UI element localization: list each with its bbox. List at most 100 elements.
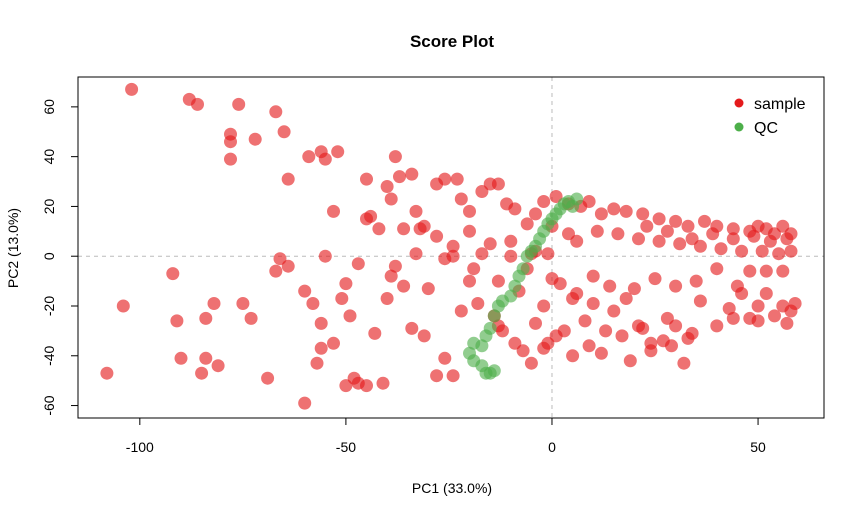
point-sample-101 [397,279,411,293]
point-sample-198 [660,224,674,238]
point-sample-83 [269,264,283,278]
point-sample-170 [273,252,287,266]
point-sample-0 [125,82,139,96]
point-sample-85 [298,284,312,298]
x-tick-label: 50 [750,439,766,455]
point-sample-166 [467,262,481,276]
point-sample-177 [504,249,518,263]
y-axis-label: PC2 (13.0%) [5,208,21,288]
point-sample-29 [454,192,468,206]
point-sample-127 [693,294,707,308]
point-sample-152 [594,346,608,360]
point-sample-98 [368,326,382,340]
y-tick-label: -40 [41,345,57,365]
point-sample-66 [413,222,427,236]
point-sample-148 [586,297,600,310]
point-sample-203 [566,349,580,363]
point-sample-19 [388,150,402,164]
point-sample-74 [174,351,188,365]
point-sample-71 [116,299,130,313]
point-sample-9 [277,125,291,139]
point-qc-13 [504,289,518,303]
series-qc [463,192,584,380]
point-sample-183 [611,227,625,241]
point-sample-104 [430,369,444,383]
point-sample-90 [327,336,340,350]
y-tick-label: 60 [41,99,57,115]
point-sample-176 [475,247,489,261]
y-tick-label: -20 [41,296,57,316]
point-sample-103 [421,282,435,296]
point-sample-208 [665,339,678,353]
point-sample-75 [199,351,213,365]
point-sample-81 [244,311,258,325]
point-qc-10 [487,309,501,323]
point-qc-5 [487,364,501,378]
point-sample-161 [351,376,365,390]
point-sample-36 [520,217,534,231]
point-sample-93 [343,309,357,323]
point-sample-138 [776,264,790,278]
point-sample-105 [438,351,452,365]
point-sample-20 [380,180,394,193]
point-sample-92 [339,277,353,291]
x-axis-label: PC1 (33.0%) [412,480,492,496]
point-sample-195 [726,232,740,246]
y-tick-label: 40 [41,149,57,165]
point-sample-13 [318,152,332,166]
point-sample-129 [722,302,736,315]
point-sample-145 [648,272,662,286]
chart-title: Score Plot [410,32,494,51]
point-sample-2 [191,97,204,111]
point-sample-193 [763,234,777,248]
point-sample-109 [471,297,485,310]
point-sample-91 [335,292,349,305]
point-sample-174 [409,247,423,261]
point-sample-171 [318,249,332,263]
point-sample-84 [281,259,295,273]
point-sample-45 [619,204,633,218]
point-sample-134 [768,309,781,323]
point-sample-38 [537,195,551,208]
point-sample-107 [454,304,468,318]
x-tick-label: -100 [126,439,154,455]
point-sample-76 [195,366,209,380]
point-sample-137 [788,297,802,310]
point-sample-50 [698,214,711,228]
point-sample-23 [405,167,419,181]
point-sample-194 [747,229,761,243]
point-sample-61 [483,237,497,251]
point-sample-156 [677,356,691,370]
point-sample-144 [669,279,683,293]
point-sample-188 [714,242,728,256]
point-sample-197 [685,232,699,246]
point-sample-46 [636,207,650,221]
legend-marker-sample [734,98,744,108]
point-sample-153 [615,329,629,343]
point-sample-106 [446,369,460,383]
point-sample-82 [261,371,275,385]
point-sample-192 [784,244,798,258]
point-sample-11 [302,150,316,164]
point-sample-146 [627,282,641,296]
legend-label-sample: sample [754,96,806,113]
point-sample-33 [491,177,505,191]
point-sample-121 [619,292,633,305]
point-sample-204 [582,339,596,353]
x-tick-label: -50 [336,439,356,455]
point-sample-6 [224,152,237,166]
point-sample-64 [430,229,444,243]
point-sample-160 [298,396,312,410]
y-axis: -60 -40 -20 0 20 40 60 [41,99,79,416]
point-sample-99 [380,292,394,305]
point-sample-48 [669,214,683,228]
point-sample-190 [755,244,769,258]
point-sample-62 [504,234,518,248]
point-sample-205 [599,324,613,338]
point-sample-44 [607,202,621,216]
point-sample-42 [582,195,596,208]
point-sample-72 [100,366,114,380]
point-sample-16 [360,172,373,186]
point-sample-202 [549,329,563,343]
